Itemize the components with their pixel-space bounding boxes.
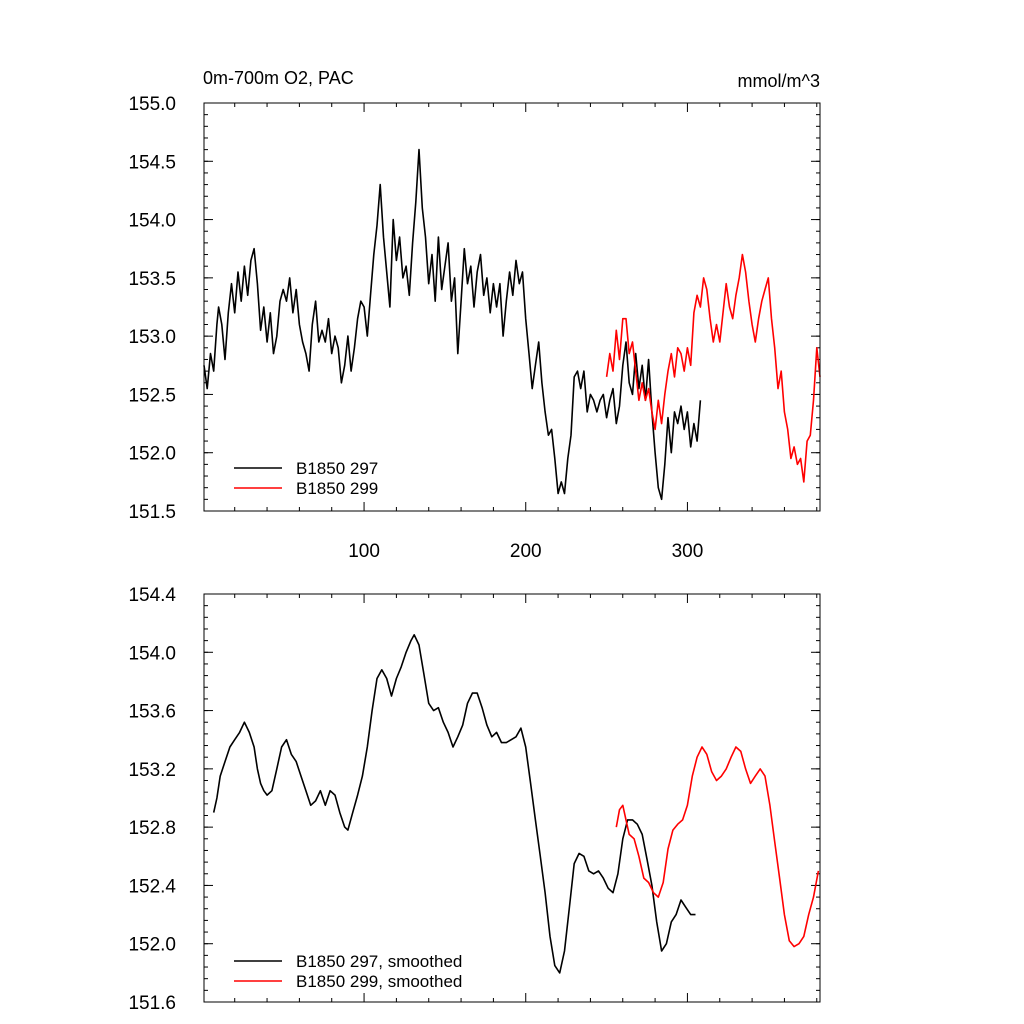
y-tick-label: 154.0 [128,643,176,664]
y-tick-label: 153.5 [128,269,176,290]
y-tick-label: 153.0 [128,327,176,348]
y-tick-label: 151.5 [128,502,176,523]
legend-label: B1850 297 [296,459,378,478]
y-tick-label: 153.6 [128,702,176,723]
legend-label: B1850 299 [296,479,378,498]
y-tick-label: 152.0 [128,444,176,465]
top-plot-frame [203,102,821,512]
y-tick-label: 151.6 [128,993,176,1014]
legend-label: B1850 299, smoothed [296,972,462,991]
y-tick-label: 152.4 [128,876,176,897]
y-tick-label: 154.0 [128,211,176,232]
legend-label: B1850 297, smoothed [296,952,462,971]
y-tick-label: 154.5 [128,152,176,173]
y-tick-label: 155.0 [128,94,176,115]
y-tick-label: 152.8 [128,818,176,839]
x-tick-label: 300 [672,541,704,562]
series-line-black [212,634,696,974]
y-tick-label: 152.5 [128,385,176,406]
bottom-panel: 151.6 152.0 152.4 152.8 153.2 153.6 154.0 154.4… [128,585,821,1014]
top-title-right: mmol/m^3 [738,71,820,91]
y-tick-label: 154.4 [128,585,176,606]
top-panel: 0m-700m O2, PAC mmol/m^3 151.5 152.0 152.5… [128,68,821,562]
series-line-red [615,746,820,948]
x-tick-label: 100 [348,541,380,562]
top-title-left: 0m-700m O2, PAC [203,68,354,88]
bottom-plot-frame [203,593,821,1003]
series-line-red [605,253,821,483]
series-line-black [203,148,702,501]
y-tick-label: 153.2 [128,760,176,781]
y-tick-label: 152.0 [128,935,176,956]
x-tick-label: 200 [510,541,542,562]
